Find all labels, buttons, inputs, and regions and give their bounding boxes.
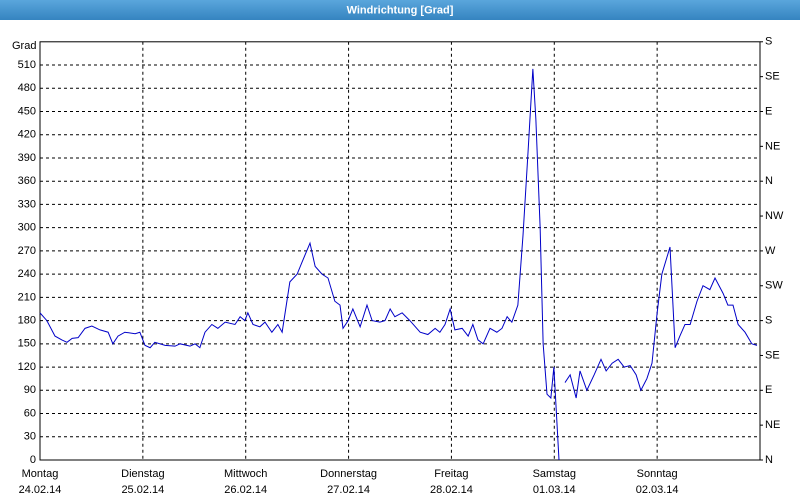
x-tick-label: Montag: [22, 468, 59, 480]
y2-tick-label: W: [765, 245, 776, 257]
plot-frame: [39, 41, 761, 461]
y2-tick-label: SE: [765, 71, 780, 83]
x-tick-label: Mittwoch: [224, 468, 267, 480]
title-bar: [0, 0, 800, 20]
y-tick-label: 480: [18, 82, 36, 94]
x-tick-date: 25.02.14: [121, 484, 164, 496]
y2-tick-label: E: [765, 384, 772, 396]
x-tick-label: Donnerstag: [320, 468, 377, 480]
y2-tick-label: S: [765, 315, 772, 327]
y2-tick-label: S: [765, 36, 772, 48]
y2-tick-label: E: [765, 105, 772, 117]
y-tick-label: 60: [24, 407, 36, 419]
x-tick-label: Dienstag: [121, 468, 164, 480]
x-tick-date: 26.02.14: [224, 484, 267, 496]
y-tick-label: 210: [18, 291, 36, 303]
y-tick-label: 450: [18, 105, 36, 117]
y-axis-label: Grad: [12, 40, 36, 52]
y-tick-label: 420: [18, 129, 36, 141]
y2-tick-label: NE: [765, 419, 780, 431]
y-tick-label: 270: [18, 245, 36, 257]
x-tick-label: Freitag: [434, 468, 468, 480]
y2-tick-label: SE: [765, 349, 780, 361]
y-tick-label: 90: [24, 384, 36, 396]
x-tick-label: Samstag: [533, 468, 576, 480]
chart-title: Windrichtung [Grad]: [347, 4, 454, 16]
y-tick-label: 0: [30, 454, 36, 466]
y2-tick-label: N: [765, 175, 773, 187]
y2-tick-label: SW: [765, 280, 783, 292]
x-tick-date: 28.02.14: [430, 484, 473, 496]
y2-tick-label: NE: [765, 140, 780, 152]
y-tick-label: 150: [18, 338, 36, 350]
y-tick-label: 300: [18, 222, 36, 234]
x-tick-date: 27.02.14: [327, 484, 370, 496]
y-tick-label: 330: [18, 198, 36, 210]
x-tick-label: Sonntag: [637, 468, 678, 480]
x-tick-date: 01.03.14: [533, 484, 576, 496]
y2-tick-label: NW: [765, 210, 784, 222]
y-tick-label: 180: [18, 315, 36, 327]
x-tick-date: 24.02.14: [19, 484, 62, 496]
y-tick-label: 510: [18, 59, 36, 71]
y-tick-label: 120: [18, 361, 36, 373]
y-tick-label: 390: [18, 152, 36, 164]
x-tick-date: 02.03.14: [636, 484, 679, 496]
y-tick-label: 240: [18, 268, 36, 280]
y-tick-label: 360: [18, 175, 36, 187]
y-tick-label: 30: [24, 431, 36, 443]
y2-tick-label: N: [765, 454, 773, 466]
data-line: [39, 68, 758, 461]
